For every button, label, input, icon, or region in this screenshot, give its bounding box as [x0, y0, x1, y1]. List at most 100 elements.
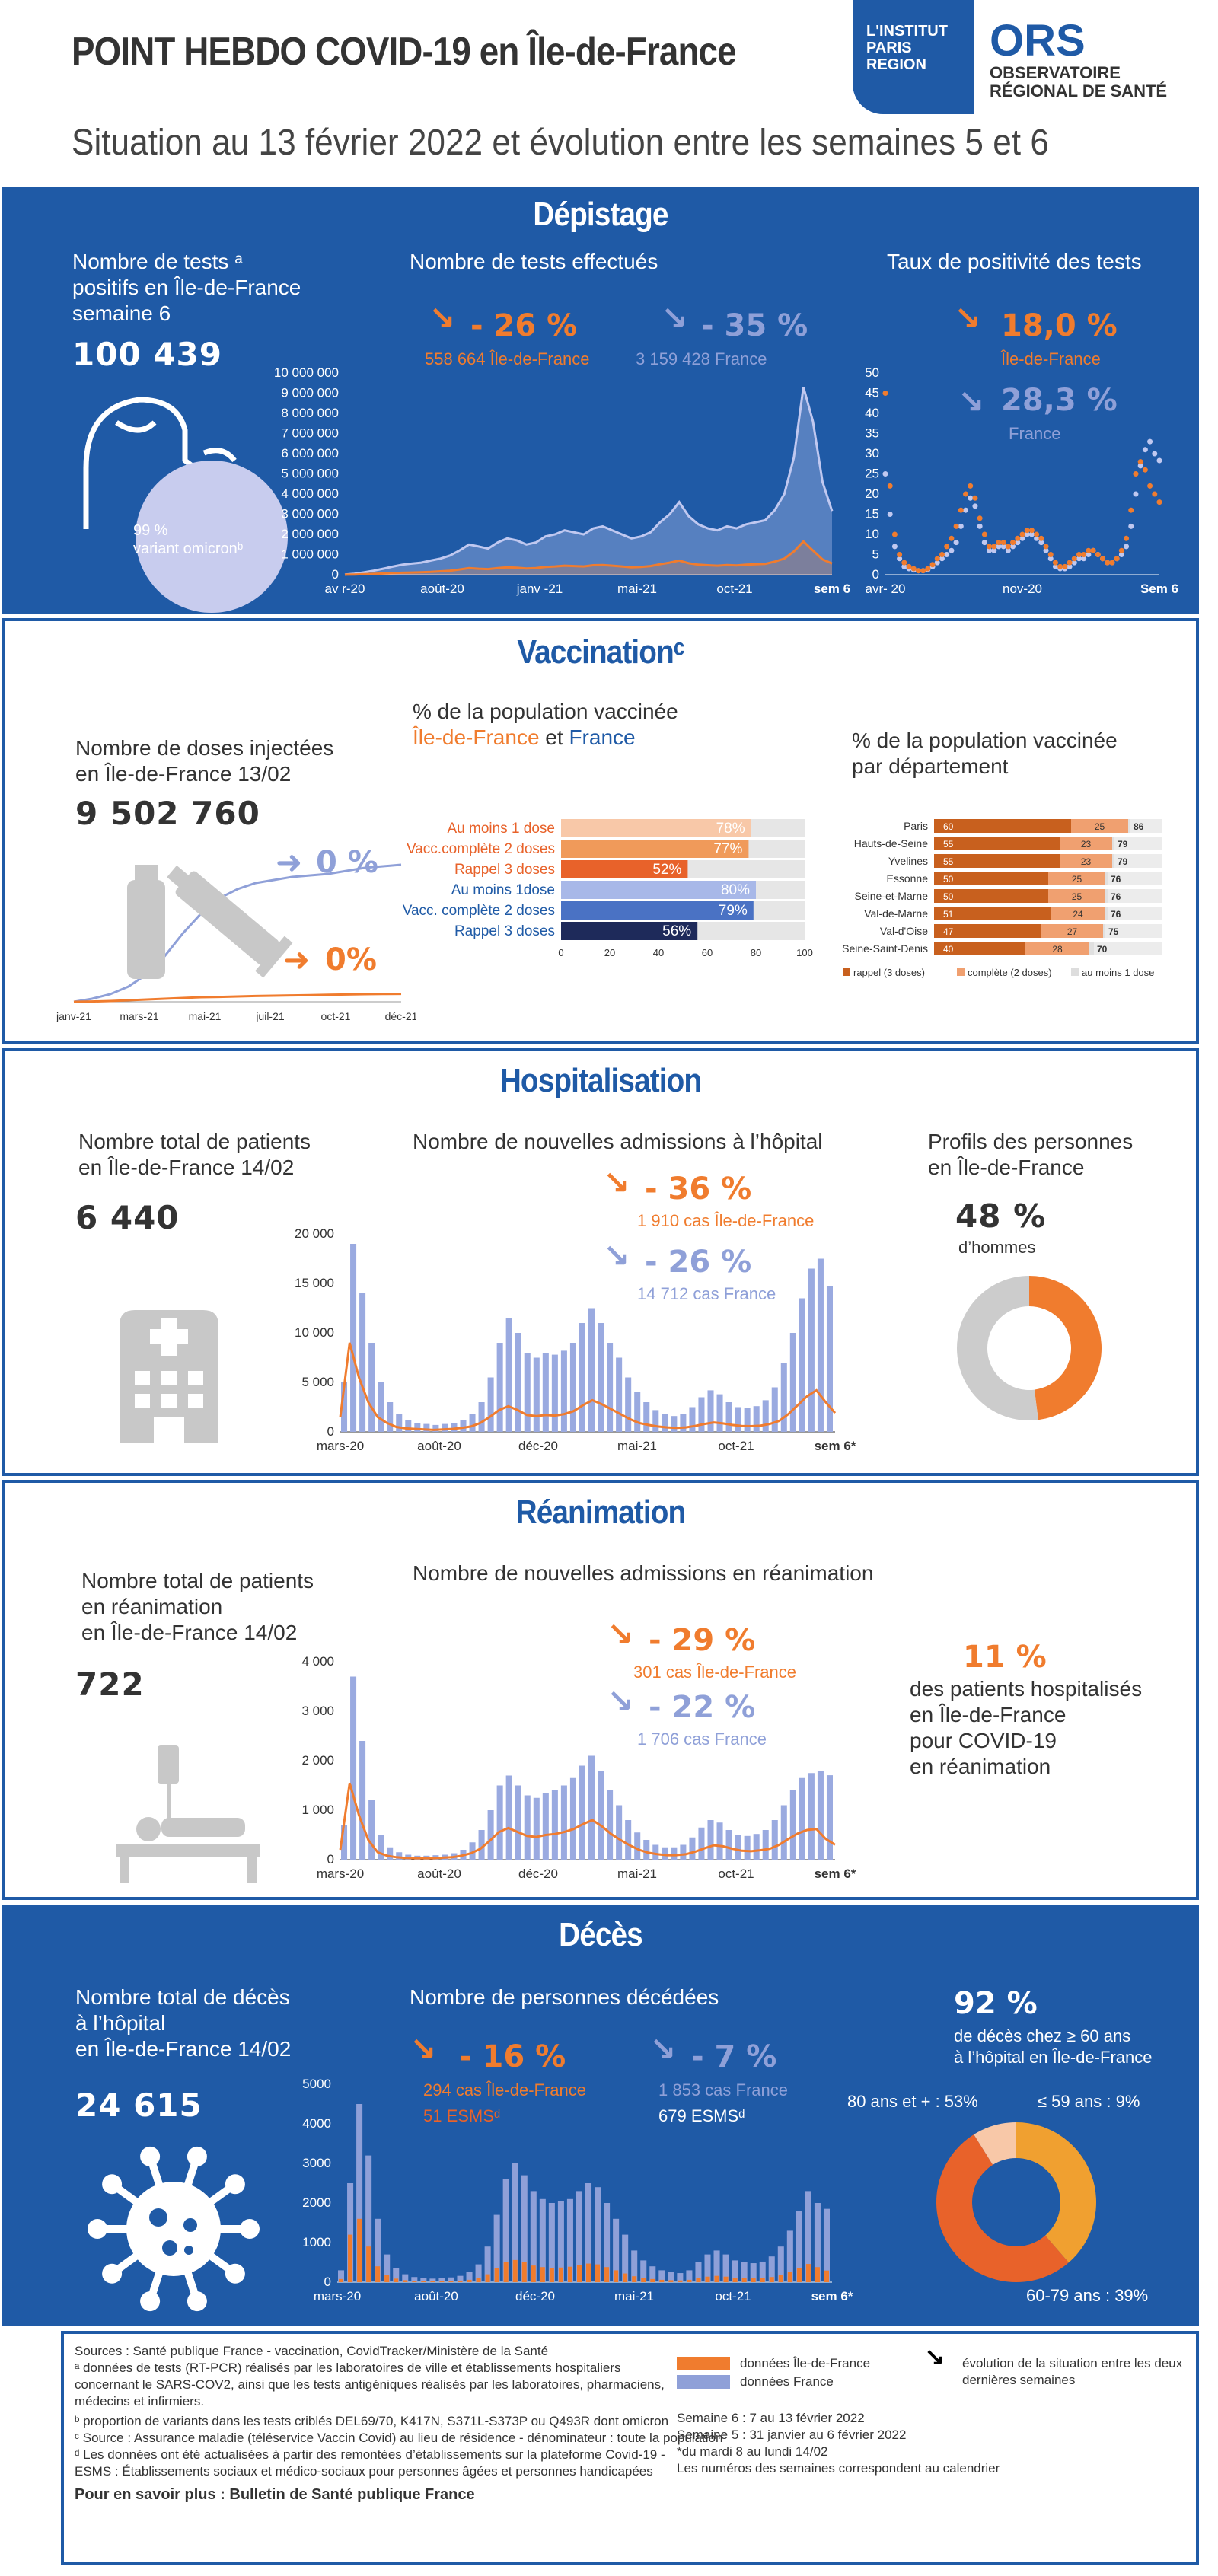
x-tick-label: mars-20 [317, 1439, 364, 1453]
hosp-fr-change: - 26 % [645, 1245, 752, 1280]
virus-spike-head [88, 2219, 107, 2239]
bar [649, 2266, 656, 2282]
data-point [901, 560, 907, 566]
data-point [897, 552, 903, 557]
bar [402, 2274, 409, 2282]
data-point [981, 540, 987, 546]
week-line: Semaine 5 : 31 janvier au 6 février 2022 [677, 2428, 907, 2442]
bar [643, 1840, 650, 1860]
bar [789, 1333, 796, 1432]
data-label: 25 [1072, 891, 1082, 902]
bar [478, 1402, 485, 1432]
bar [787, 2272, 792, 2282]
bar [566, 2198, 573, 2282]
profile-men-label: d’hommes [958, 1238, 1036, 1257]
section-title: Décès [559, 1916, 643, 1953]
data-point [1137, 463, 1143, 469]
bar [569, 1343, 576, 1432]
series-line [73, 993, 402, 1003]
data-point [991, 547, 997, 553]
data-point [897, 556, 903, 562]
ors-logo[interactable]: ORS [990, 16, 1086, 65]
bar [744, 1408, 751, 1432]
vaccination-department-chart: Paris 60 25 86 Hauts-de-Seine 55 23 79 Yvelines 5… [842, 819, 1162, 978]
data-label: 23 [1081, 856, 1092, 867]
vaccination-population-chart: Au moins 1 dose 78% Vacc.complète 2 doses 7… [403, 819, 813, 958]
bar [716, 1822, 723, 1860]
bar [625, 1377, 632, 1432]
bar [503, 2262, 509, 2282]
rea-total-value: 722 [75, 1666, 145, 1703]
bar [634, 1832, 641, 1860]
x-tick-label: déc-20 [518, 1867, 558, 1881]
y-tick-label: 20 000 [295, 1226, 334, 1241]
profile-title: Profils des personnes en Île-de-France [928, 1130, 1134, 1179]
x-tick-label: déc-20 [515, 2289, 555, 2303]
data-label: 28 [1052, 944, 1063, 955]
series-line [339, 1342, 837, 1431]
bar [689, 1837, 696, 1860]
x-tick-label: mars-20 [317, 1867, 364, 1881]
tests-fr-change: - 35 % [701, 308, 808, 343]
deces-share-value: 92 % [954, 1986, 1038, 2021]
bar [561, 901, 754, 920]
x-tick-label: 80 [751, 947, 761, 958]
legend-swatch [1071, 968, 1079, 976]
bar [662, 1847, 668, 1860]
bar [613, 2218, 620, 2282]
bar [560, 1785, 567, 1860]
bar [687, 2279, 692, 2282]
bar [378, 1835, 384, 1860]
rea-admissions-title: Nombre de nouvelles admissions en réanim… [413, 1561, 874, 1585]
bar [671, 1847, 678, 1860]
institut-paris-region-logo[interactable]: L'INSTITUT PARIS REGION [853, 0, 974, 114]
data-label: 79 [1118, 856, 1128, 867]
bar [753, 1834, 760, 1860]
series-line [73, 863, 402, 1003]
data-point [1000, 544, 1006, 550]
data-point [1028, 531, 1035, 537]
data-point [939, 556, 945, 562]
bar [771, 1820, 778, 1860]
data-point [1086, 547, 1092, 553]
x-tick-label: oct-21 [716, 582, 752, 596]
bar [515, 1785, 521, 1860]
data-point [1005, 547, 1011, 553]
y-tick-label: 9 000 000 [281, 386, 339, 400]
bar-booster [934, 942, 1025, 955]
y-tick-label: 4 000 000 [281, 486, 339, 501]
category-label: Au moins 1 dose [447, 821, 555, 837]
data-point [1147, 438, 1153, 445]
x-tick-label: 100 [796, 947, 813, 958]
vacc-idf-change: 0% [325, 942, 377, 977]
arrow-down-right-icon: ↘ [649, 2030, 677, 2067]
bar [786, 2230, 793, 2282]
data-point [891, 544, 898, 550]
more-info-link[interactable]: Pour en savoir plus : Bulletin de Santé … [75, 2486, 475, 2503]
y-tick-label: 15 [865, 507, 879, 521]
bar [652, 1410, 659, 1432]
bar [442, 1423, 448, 1432]
positivity-fr-label: France [1009, 424, 1061, 443]
data-point [958, 523, 964, 529]
vacc-dept-title: % de la population vaccinée par départem… [852, 728, 1118, 778]
rea-idf-change: - 29 % [649, 1623, 756, 1658]
bar [476, 2278, 481, 2282]
data-point [1067, 563, 1073, 569]
x-tick-label: Sem 6 [1140, 582, 1178, 596]
data-point [1010, 540, 1016, 546]
data-label: 77% [713, 841, 742, 857]
data-point [1047, 556, 1054, 562]
hospital-icon [120, 1310, 218, 1443]
arrow-right-icon: ➜ [276, 843, 303, 881]
x-tick-label: avr- 20 [866, 582, 906, 596]
bar [725, 1830, 732, 1860]
bar-booster [934, 907, 1051, 920]
y-tick-label: 8 000 000 [281, 406, 339, 420]
category-label: Hauts-de-Seine [854, 837, 928, 850]
bar [598, 1771, 604, 1860]
bar [561, 922, 698, 940]
bar [561, 840, 749, 858]
data-label: 50 [943, 874, 954, 885]
y-tick-label: 0 [324, 2275, 331, 2289]
